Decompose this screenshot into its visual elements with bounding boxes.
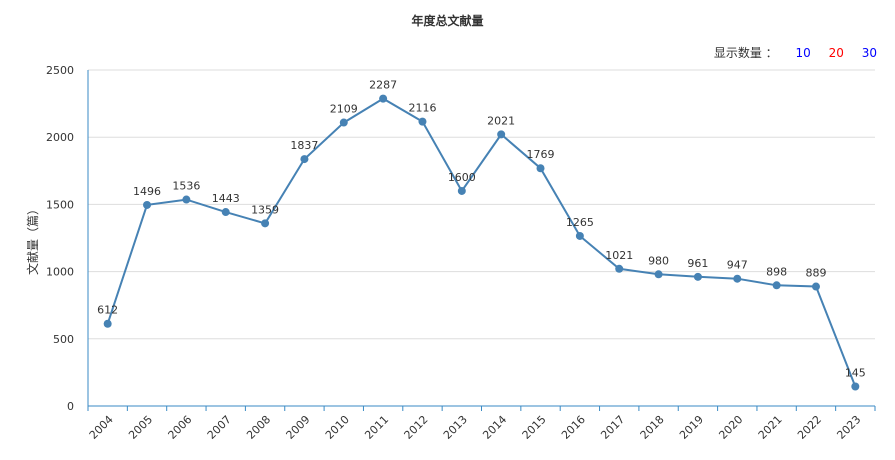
x-tick-label: 2010	[323, 413, 352, 442]
data-label: 2116	[408, 102, 436, 115]
x-tick-label: 2005	[126, 413, 155, 442]
x-tick-label: 2023	[834, 413, 863, 442]
x-tick-label: 2015	[520, 413, 549, 442]
data-label: 1536	[172, 180, 200, 193]
data-point	[339, 118, 348, 127]
data-point	[103, 319, 112, 328]
x-tick-label: 2009	[284, 413, 313, 442]
chart-title: 年度总文献量	[411, 14, 484, 28]
x-tick-label: 2012	[402, 413, 431, 442]
data-point	[300, 155, 309, 164]
data-point	[811, 282, 820, 291]
y-axis-label: 文献量（篇）	[25, 203, 40, 275]
data-label: 961	[687, 257, 708, 270]
data-label: 2287	[369, 79, 397, 92]
data-label: 1359	[251, 203, 279, 216]
data-label: 1021	[605, 249, 633, 262]
data-points	[103, 94, 860, 391]
y-tick-label: 1500	[46, 198, 74, 211]
display-count-option-10[interactable]: 10	[795, 46, 811, 60]
x-tick-label: 2013	[441, 413, 470, 442]
data-point	[182, 195, 191, 204]
data-labels: 612 1496 1536 1443 1359 1837 2109 2287 2116 1600 2…	[97, 79, 866, 380]
y-tick-label: 500	[53, 333, 74, 346]
data-label: 2109	[330, 103, 358, 116]
y-tick-label: 2000	[46, 131, 74, 144]
display-count-label: 显示数量 ：	[713, 46, 778, 60]
data-label: 1443	[212, 192, 240, 205]
data-point	[221, 208, 230, 217]
x-tick-label: 2004	[87, 413, 116, 442]
data-label: 947	[727, 259, 748, 272]
data-label: 1837	[290, 139, 318, 152]
grid-lines	[88, 69, 875, 340]
data-point	[261, 219, 270, 228]
x-tick-label: 2011	[362, 413, 391, 442]
x-tick-label: 2019	[677, 413, 706, 442]
display-count-option-20[interactable]: 20	[828, 46, 844, 60]
data-point	[693, 272, 702, 281]
x-tick-label: 2008	[244, 413, 273, 442]
data-label: 1496	[133, 185, 161, 198]
data-point	[143, 200, 152, 209]
data-label: 1769	[527, 148, 555, 161]
x-tick-label: 2020	[716, 413, 745, 442]
x-tick-label: 2014	[480, 413, 509, 442]
axes	[87, 70, 876, 411]
x-tick-label: 2017	[598, 413, 627, 442]
display-count-control: 显示数量 ： 10 20 30	[714, 44, 877, 61]
x-tick-labels: 2004 2005 2006 2007 2008 2009 2010 2011 2012 2013…	[87, 413, 864, 442]
data-point	[418, 117, 427, 126]
data-point	[772, 281, 781, 290]
data-point	[536, 164, 545, 173]
data-label: 2021	[487, 114, 515, 127]
data-point	[575, 231, 584, 240]
data-point	[733, 274, 742, 283]
series-line	[106, 97, 857, 387]
x-tick-label: 2016	[559, 413, 588, 442]
data-label: 1600	[448, 171, 476, 184]
x-tick-label: 2022	[795, 413, 824, 442]
y-tick-label: 1000	[46, 266, 74, 279]
data-point	[615, 264, 624, 273]
x-tick-label: 2006	[166, 413, 195, 442]
data-label: 612	[97, 304, 118, 317]
y-tick-label: 0	[67, 400, 74, 413]
data-label: 145	[845, 367, 866, 380]
data-label: 1265	[566, 216, 594, 229]
x-tick-label: 2021	[756, 413, 785, 442]
data-point	[457, 186, 466, 195]
display-count-option-30[interactable]: 30	[861, 46, 877, 60]
data-label: 889	[805, 267, 826, 280]
data-point	[654, 270, 663, 279]
data-label: 980	[648, 254, 669, 267]
data-point	[497, 130, 506, 139]
x-tick-label: 2007	[205, 413, 234, 442]
data-label: 898	[766, 265, 787, 278]
y-tick-labels: 0 500 1000 1500 2000 2500	[46, 64, 74, 413]
data-point	[851, 382, 860, 391]
y-tick-label: 2500	[46, 64, 74, 77]
x-tick-label: 2018	[638, 413, 667, 442]
data-point	[379, 94, 388, 103]
